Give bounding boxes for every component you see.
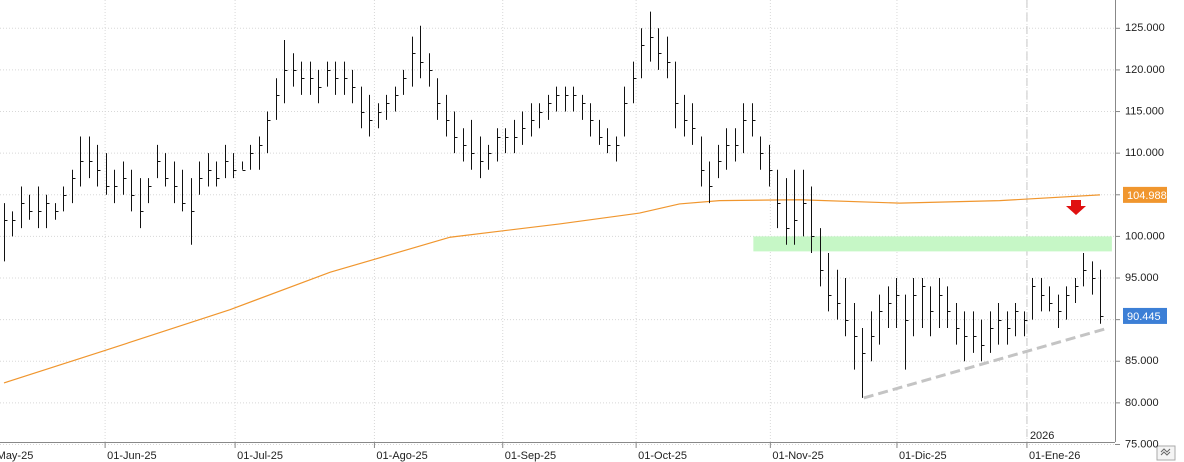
x-tick-label: 01-Jun-25 (107, 450, 157, 462)
x-tick-label: 01-Nov-25 (772, 450, 823, 462)
price-label-box (1123, 307, 1167, 324)
scroll-icon (1160, 448, 1171, 456)
price-label: 90.445 (1127, 311, 1161, 323)
price-label-box (1123, 186, 1167, 203)
x-tick-label: 01-Oct-25 (638, 450, 687, 462)
y-tick-label: 115.000 (1125, 105, 1164, 117)
x-tick-label: 01-Dic-25 (899, 450, 947, 462)
y-tick-label: 110.000 (1125, 147, 1164, 159)
x-tick-label: May-25 (0, 450, 33, 462)
down-arrow (1066, 200, 1086, 215)
trendline (863, 326, 1109, 400)
y-tick-label: 125.000 (1125, 22, 1165, 34)
y-tick-label: 95.000 (1125, 272, 1159, 284)
x-tick-label: 01-Ene-26 (1029, 450, 1080, 462)
scroll-button[interactable] (1156, 445, 1176, 461)
moving-average (3, 194, 1101, 384)
year-label: 2026 (1030, 430, 1054, 442)
plot-area (0, 0, 1115, 445)
y-tick-label: 80.000 (1125, 397, 1159, 409)
x-tick-label: 01-Jul-25 (237, 450, 283, 462)
y-tick-label: 75.000 (1125, 438, 1159, 450)
price-label: 104.988 (1127, 190, 1167, 202)
resistance-zone (753, 236, 1112, 252)
y-tick-label: 120.000 (1125, 64, 1165, 76)
x-tick-label: 01-Ago-25 (376, 450, 427, 462)
y-tick-label: 100.000 (1125, 230, 1165, 242)
y-tick-label: 85.000 (1125, 355, 1159, 367)
x-tick-label: 01-Sep-25 (505, 450, 556, 462)
